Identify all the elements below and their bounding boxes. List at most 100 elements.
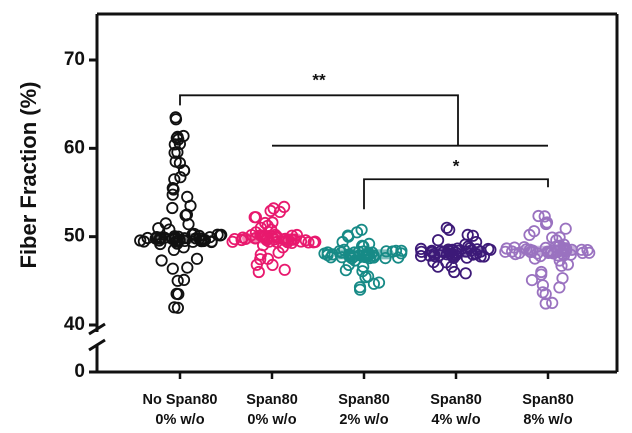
data-point — [461, 228, 474, 241]
category-label-line2: 4% w/o — [431, 412, 480, 428]
data-point — [532, 209, 545, 223]
significance-label: ** — [312, 70, 326, 89]
category-label-line1: Span80 — [522, 392, 574, 408]
swarm-series — [414, 221, 497, 280]
y-tick-label: 70 — [64, 49, 85, 70]
data-point — [459, 267, 472, 280]
data-point — [414, 250, 428, 263]
data-point — [527, 225, 541, 238]
data-point — [372, 276, 386, 289]
data-point — [395, 244, 408, 257]
data-point — [546, 296, 559, 309]
swarm-core — [150, 233, 210, 244]
category-label-line1: Span80 — [246, 392, 298, 408]
data-point — [367, 277, 380, 290]
data-point — [166, 188, 179, 201]
data-point — [252, 265, 265, 279]
swarm-series — [499, 209, 596, 310]
data-point — [169, 113, 183, 126]
category-label-line1: Span80 — [338, 392, 390, 408]
category-label-line1: Span80 — [430, 392, 482, 408]
data-point — [583, 246, 596, 259]
data-point — [258, 216, 272, 230]
data-point — [181, 190, 194, 203]
data-point — [168, 173, 181, 186]
data-point — [171, 130, 184, 143]
data-point — [546, 231, 559, 244]
data-point — [266, 216, 279, 229]
data-point — [466, 229, 479, 242]
data-point — [559, 222, 572, 235]
data-point — [171, 146, 184, 159]
data-point — [556, 272, 569, 285]
data-point — [362, 237, 376, 250]
data-point — [264, 204, 277, 217]
data-point — [553, 231, 566, 244]
swarm-series — [318, 223, 408, 296]
data-point — [525, 273, 539, 287]
data-point — [249, 211, 262, 224]
axis-break-mark — [88, 338, 106, 352]
category-label-line2: 0% w/o — [155, 412, 204, 428]
data-point — [536, 286, 549, 299]
data-point — [277, 200, 291, 213]
data-point — [431, 234, 445, 247]
data-point — [181, 261, 194, 274]
significance-label: * — [453, 156, 460, 175]
data-point — [539, 217, 553, 231]
y-tick-label: 40 — [64, 314, 85, 335]
data-point — [171, 274, 184, 287]
data-point — [302, 236, 315, 249]
bracket-line — [363, 178, 549, 210]
data-point — [356, 265, 369, 278]
data-point — [177, 129, 190, 143]
category-label-line2: 2% w/o — [339, 412, 388, 428]
data-point — [443, 223, 456, 236]
significance-brackets: *** — [179, 70, 549, 210]
data-point — [179, 209, 192, 222]
data-point — [155, 254, 168, 267]
data-point — [539, 297, 552, 310]
y-ticks: 0 40 50 60 70 — [64, 49, 97, 382]
x-category-labels: No Span80 0% w/o Span80 0% w/o Span80 2% w/o S… — [143, 392, 574, 428]
data-point — [392, 251, 405, 264]
axis-break-mark — [88, 322, 106, 336]
data-point — [166, 201, 179, 215]
data-point — [134, 234, 147, 247]
data-point — [353, 281, 367, 294]
data-point — [166, 262, 179, 275]
data-point — [226, 235, 239, 248]
data-point — [469, 236, 483, 249]
y-axis-label: Fiber Fraction (%) — [16, 81, 41, 268]
swarm-core — [334, 249, 394, 260]
swarm-core — [426, 247, 486, 258]
data-point — [355, 223, 368, 236]
bracket-line — [179, 94, 459, 146]
category-label-line1: No Span80 — [143, 392, 218, 408]
swarm-series — [134, 111, 228, 314]
swarm-series — [226, 200, 322, 279]
data-point — [177, 273, 191, 286]
data-point — [278, 263, 291, 276]
data-swarms — [134, 111, 596, 314]
category-label-line2: 8% w/o — [523, 412, 572, 428]
data-point — [309, 235, 322, 248]
data-point — [538, 210, 551, 223]
data-point — [190, 252, 204, 265]
y-tick-label: 60 — [64, 137, 85, 158]
data-point — [535, 268, 548, 281]
data-point — [173, 156, 186, 170]
data-point — [171, 301, 184, 314]
y-tick-label: 50 — [64, 226, 85, 247]
data-point — [440, 221, 453, 234]
axes — [88, 12, 619, 379]
swarm-core — [518, 245, 578, 256]
data-point — [215, 228, 228, 241]
swarm-core — [242, 233, 302, 244]
category-label-line2: 0% w/o — [247, 412, 296, 428]
y-tick-label: 0 — [74, 361, 85, 382]
data-point — [174, 171, 187, 184]
data-point — [170, 287, 183, 300]
data-point — [318, 247, 331, 260]
